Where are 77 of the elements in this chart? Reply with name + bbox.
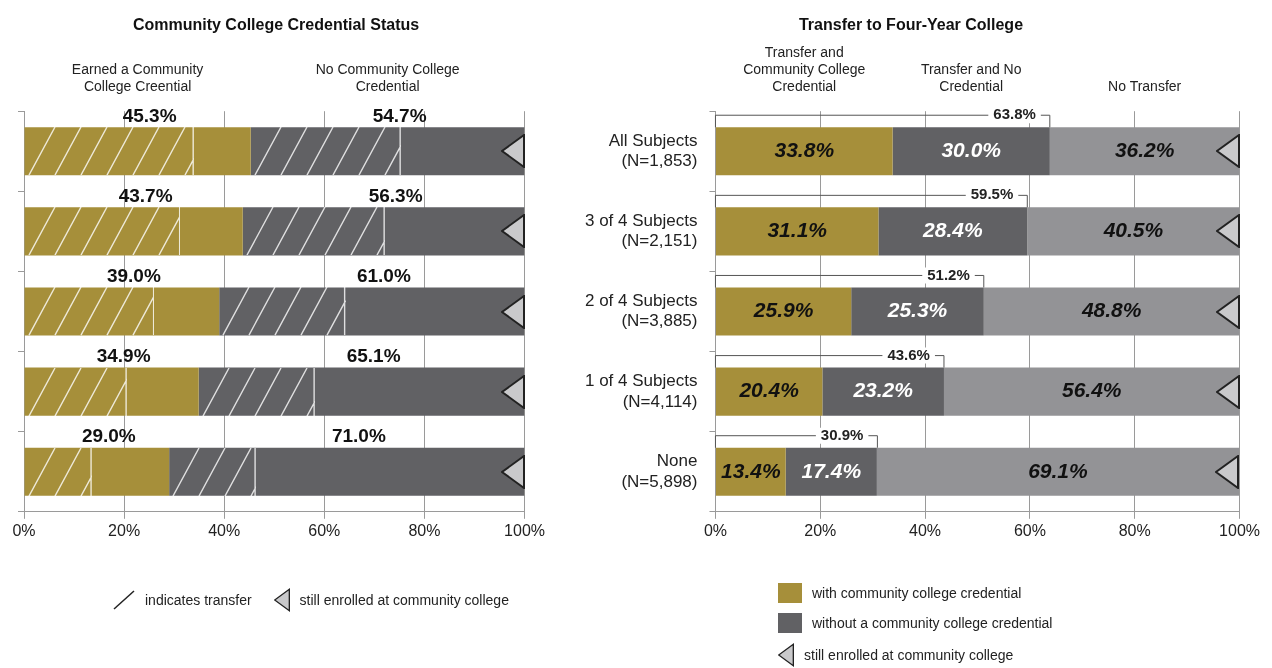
chart-title: Transfer to Four-Year College	[798, 16, 1024, 34]
text: Transfer and Community College Credential	[742, 44, 867, 96]
bar	[24, 207, 243, 256]
annotation: 59.5%	[970, 185, 1014, 203]
data-label: 69.1%	[1028, 458, 1089, 482]
x-tick-label: 40%	[909, 521, 942, 539]
text: still enrolled at community college	[299, 592, 509, 608]
data-label: 31.1%	[767, 218, 828, 242]
text: No Transfer	[1107, 77, 1183, 96]
data-label: 25.3%	[886, 298, 948, 322]
text: Earned a Community College Creential	[70, 60, 205, 96]
chart-title: Community College Credential Status	[132, 16, 420, 34]
bar	[198, 367, 525, 416]
x-tick-label: 80%	[1118, 521, 1151, 539]
data-label: 71.0%	[331, 425, 386, 447]
annotation: 43.6%	[887, 345, 930, 363]
data-label: 25.9%	[752, 298, 814, 322]
bar	[219, 287, 525, 336]
x-tick-label: 60%	[308, 521, 341, 539]
annotation: 63.8%	[993, 105, 1036, 123]
data-label: 43.7%	[118, 185, 173, 207]
data-label: 48.8%	[1080, 298, 1142, 322]
text: without a community college credential	[812, 615, 1053, 631]
data-label: 23.2%	[852, 378, 914, 402]
bar	[851, 287, 984, 336]
bar	[715, 367, 823, 416]
bar	[242, 207, 525, 256]
annotation: 51.2%	[927, 265, 970, 283]
bar	[822, 367, 944, 416]
x-tick-label: 100%	[504, 521, 545, 539]
x-tick-label: 80%	[408, 521, 441, 539]
data-label: 54.7%	[372, 104, 427, 126]
text: Transfer and No Credential	[919, 60, 1023, 96]
bar	[878, 207, 1028, 256]
y-tick-label: None (N=5,898)	[621, 451, 698, 491]
data-label: 45.3%	[122, 104, 177, 126]
x-tick-label: 20%	[108, 521, 141, 539]
data-label: 56.4%	[1061, 378, 1122, 402]
y-tick-label: 2 of 4 Subjects (N=3,885)	[584, 290, 698, 331]
data-label: 65.1%	[346, 345, 401, 367]
x-tick-label: 60%	[1013, 521, 1046, 539]
x-tick-label: 20%	[804, 521, 837, 539]
data-label: 39.0%	[106, 265, 161, 287]
bar	[250, 127, 525, 176]
bar	[715, 287, 852, 336]
bar	[24, 127, 251, 176]
data-label: 17.4%	[801, 458, 862, 482]
x-tick-label: 0%	[703, 521, 728, 539]
data-label: 29.0%	[81, 425, 136, 447]
bar	[24, 447, 170, 496]
annotation: 30.9%	[820, 425, 864, 443]
text: No Community College Credential	[314, 60, 461, 96]
y-tick-label: All Subjects (N=1,853)	[608, 130, 698, 171]
data-label: 56.3%	[368, 185, 423, 207]
data-label: 36.2%	[1114, 138, 1175, 162]
bar	[169, 447, 525, 496]
y-tick-label: 3 of 4 Subjects (N=2,151)	[584, 210, 698, 251]
y-tick-label: 1 of 4 Subjects (N=4,114)	[584, 371, 698, 411]
text: with community college credential	[812, 585, 1022, 601]
data-label: 33.8%	[774, 138, 835, 162]
x-tick-label: 0%	[12, 521, 36, 539]
x-tick-label: 40%	[208, 521, 241, 539]
data-label: 13.4%	[721, 458, 781, 482]
text: indicates transfer	[145, 592, 252, 608]
bar	[715, 207, 879, 256]
data-label: 40.5%	[1102, 218, 1164, 242]
x-tick-label: 100%	[1219, 521, 1260, 539]
data-label: 61.0%	[356, 265, 411, 287]
bar	[892, 127, 1050, 176]
bar	[24, 287, 220, 336]
data-label: 30.0%	[941, 138, 1002, 162]
data-label: 28.4%	[922, 218, 983, 242]
data-label: 34.9%	[96, 345, 151, 367]
bar	[24, 367, 199, 416]
data-label: 20.4%	[738, 378, 800, 402]
bar	[715, 127, 893, 176]
text: still enrolled at community college	[804, 647, 1014, 663]
